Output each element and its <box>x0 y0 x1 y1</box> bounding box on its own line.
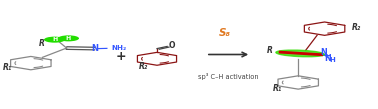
Text: S₈: S₈ <box>219 28 231 38</box>
Text: H: H <box>66 36 71 41</box>
Text: R₂: R₂ <box>139 62 149 71</box>
Circle shape <box>58 35 79 41</box>
Text: R: R <box>39 39 45 48</box>
Text: +: + <box>116 50 127 63</box>
Text: R₁: R₁ <box>273 84 282 93</box>
Text: NH₂: NH₂ <box>112 45 127 51</box>
Text: N: N <box>321 48 327 57</box>
Text: sp³ C–H activation: sp³ C–H activation <box>198 72 259 80</box>
Text: O: O <box>169 41 175 50</box>
Text: R₁: R₁ <box>3 63 12 72</box>
Text: N: N <box>91 44 98 53</box>
Text: H: H <box>329 57 335 63</box>
Text: R₂: R₂ <box>352 23 361 32</box>
Circle shape <box>44 37 65 43</box>
Text: H: H <box>52 37 57 42</box>
Text: R: R <box>267 46 273 55</box>
Text: N: N <box>324 54 331 63</box>
Ellipse shape <box>276 50 324 57</box>
